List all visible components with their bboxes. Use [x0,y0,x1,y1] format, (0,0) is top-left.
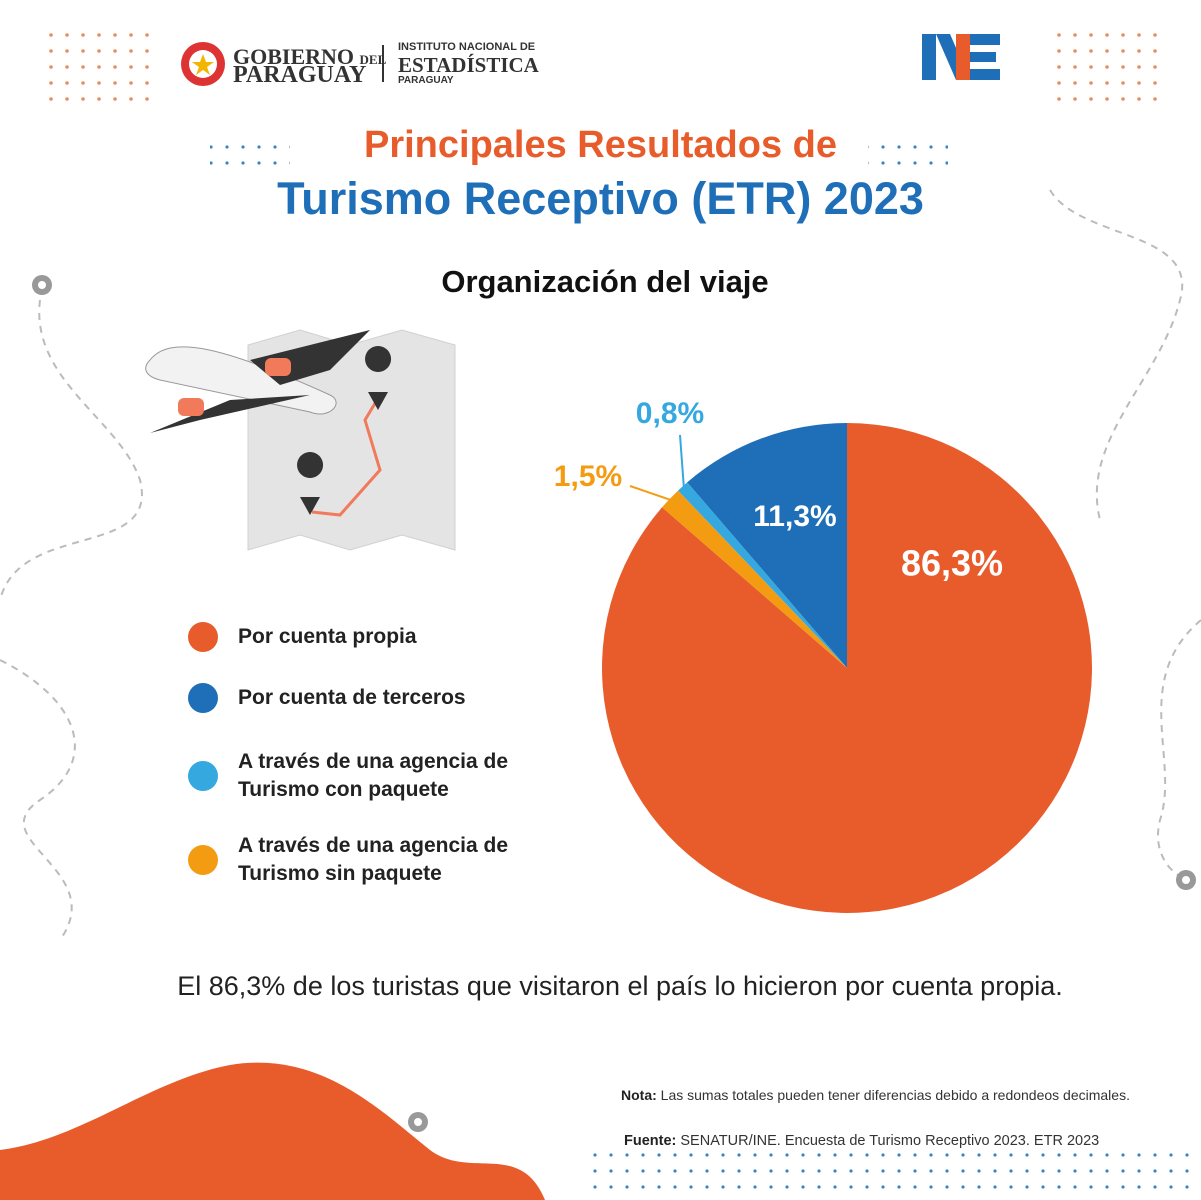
data-label: 1,5% [554,460,622,493]
gov-text: GOBIERNO [233,44,355,69]
title: Turismo Receptivo (ETR) 2023 [277,173,924,224]
legend-label: A través de una agencia de Turismo con p… [238,750,508,801]
pie-slice [662,490,847,668]
legend-item: Por cuenta propia [188,622,548,652]
gov-text: PARAGUAY [233,62,367,88]
note: Nota: Las sumas totales pueden tener dif… [621,1086,1181,1104]
ine-text: INSTITUTO NACIONAL DE [398,41,536,53]
legend-item: A través de una agencia de Turismo sin p… [188,832,548,888]
title: Principales Resultados de [363,124,838,166]
legend-label: A través de una agencia de Turismo sin p… [238,834,508,885]
dot-grid [40,24,158,110]
legend-label: Por cuenta de terceros [238,686,466,709]
statement: El 86,3% de los turistas que visitaron e… [177,971,1063,1001]
pie-chart: 86,3% 11,3% 0,8% 1,5% [554,397,1092,913]
data-label: 86,3% [901,543,1003,584]
ine-text: PARAGUAY [398,75,454,86]
map-pin [32,275,52,295]
chart-title: Organización del viaje [441,264,769,299]
airplane-illustration [145,330,370,433]
note-text: Las sumas totales pueden tener diferenci… [660,1087,1130,1103]
gov-line: GOBIERNO DEL [233,44,386,70]
ine-logo [922,34,1000,80]
source-text: SENATUR/INE. Encuesta de Turismo Recepti… [680,1133,1100,1149]
hill [0,1062,545,1200]
data-label: 11,3% [753,500,836,533]
legend-item: Por cuenta de terceros [188,683,548,713]
source: Fuente: SENATUR/INE. Encuesta de Turismo… [624,1132,1184,1150]
dot-grid [1046,24,1164,110]
pie-slice [601,423,1092,913]
dot-grid [210,138,290,166]
pie-slice [687,423,847,668]
note-label: Nota: [621,1087,657,1103]
map-pin [1176,870,1196,890]
leader-line [629,485,672,502]
ine-text: ESTADÍSTICA [398,53,539,77]
dashed-path [1049,189,1184,521]
legend-swatch [188,761,218,791]
dashed-path [0,299,143,601]
dot-grid [868,138,948,166]
data-label: 0,8% [636,397,704,430]
legend-swatch [188,683,218,713]
legend-swatch [188,845,218,875]
gov-text: DEL [359,52,387,67]
legend-label: Por cuenta propia [238,625,417,648]
pie-slice [678,482,847,668]
dot-grid [590,1150,1190,1200]
leader-line [679,434,685,488]
legend-item: A través de una agencia de Turismo con p… [188,748,548,804]
legend-swatch [188,622,218,652]
map-pin [408,1112,428,1132]
dashed-path [1157,619,1201,881]
source-label: Fuente: [624,1133,677,1149]
